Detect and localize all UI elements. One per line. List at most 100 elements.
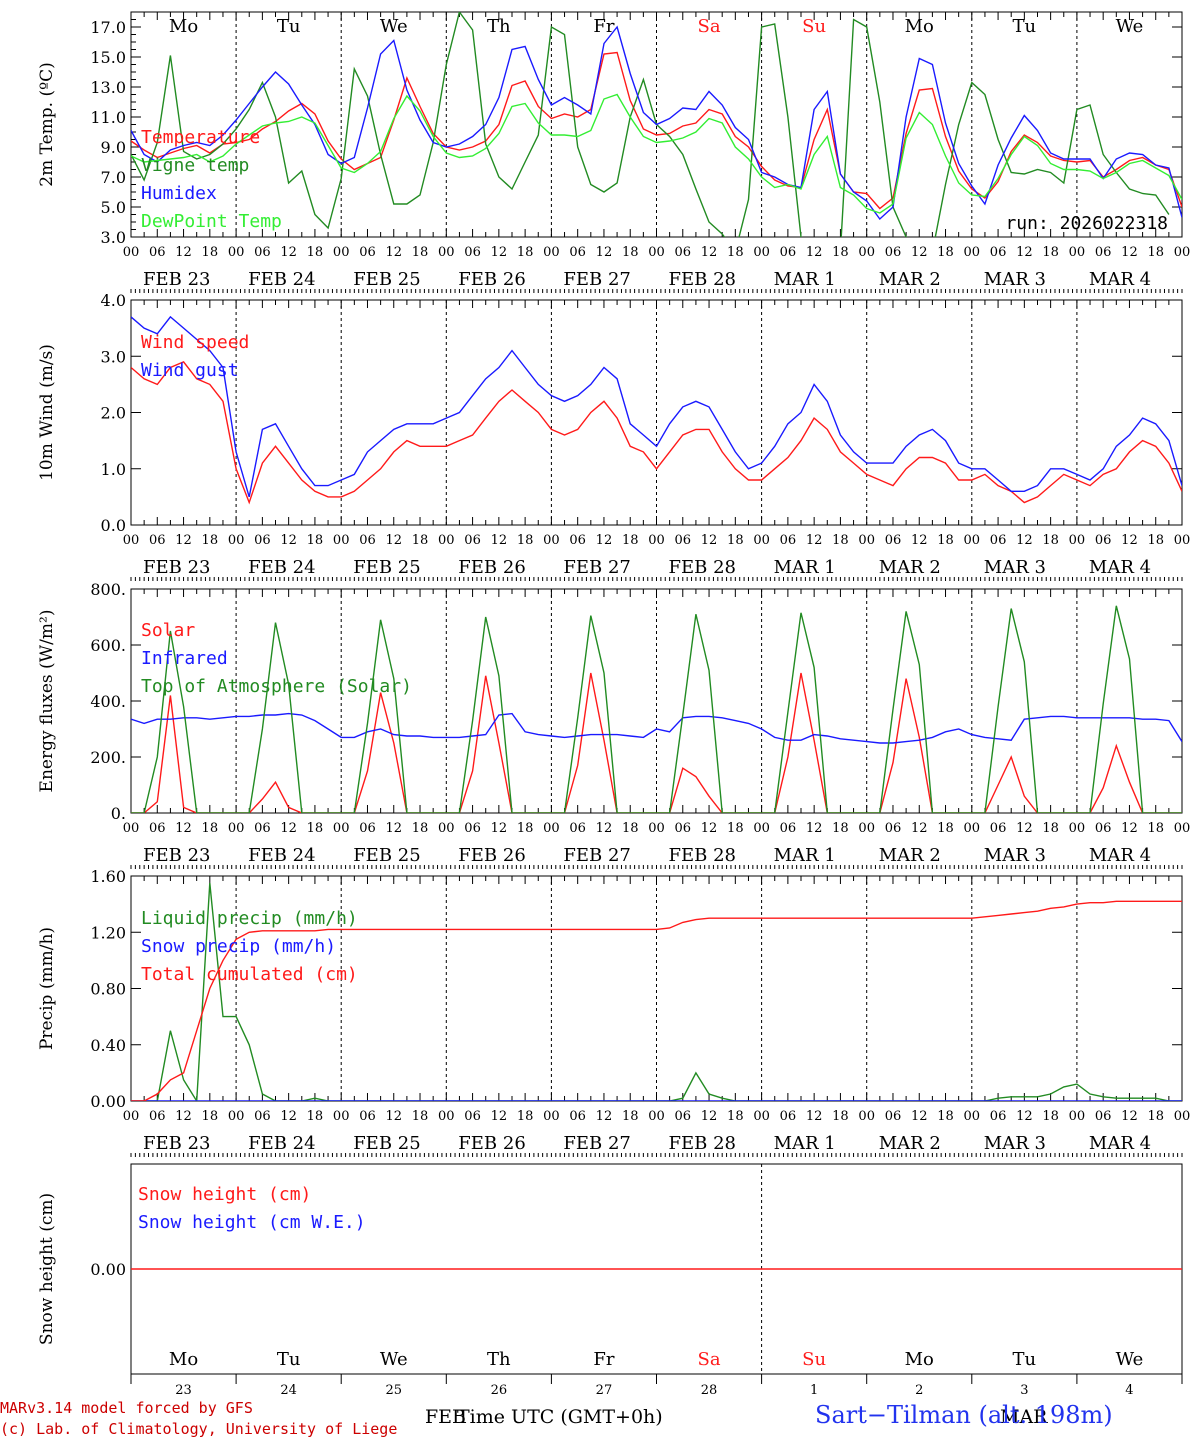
hour-label: 12 (385, 533, 402, 548)
date-label: FEB 23 (143, 557, 210, 578)
date-label: FEB 23 (143, 1133, 210, 1154)
hour-label: 12 (175, 533, 192, 548)
hour-label: 00 (858, 533, 875, 548)
hour-label: 18 (1042, 533, 1059, 548)
y-axis-label: Snow height (cm) (37, 1193, 57, 1345)
y-tick-label: 2.0 (101, 404, 126, 423)
hour-label: 18 (1147, 245, 1164, 260)
legend-entry: Top of Atmosphere (Solar) (141, 676, 412, 697)
date-label: FEB 27 (563, 845, 630, 866)
hour-label: 12 (385, 821, 402, 836)
date-label: FEB 28 (669, 845, 736, 866)
hour-label: 18 (202, 1109, 219, 1124)
day-number: 26 (491, 1383, 508, 1398)
hour-label: 00 (648, 821, 665, 836)
hour-label: 18 (307, 533, 324, 548)
panel-frame (130, 588, 1183, 814)
hour-label: 00 (753, 1109, 770, 1124)
day-number: 2 (915, 1383, 923, 1398)
weekday-label: Mo (169, 1349, 198, 1370)
panel-2: 10m Wind (m/s) (37, 299, 1183, 581)
hour-label: 06 (990, 533, 1007, 548)
hour-label: 12 (701, 245, 718, 260)
hour-label: 12 (1121, 1109, 1138, 1124)
hour-label: 00 (1174, 1109, 1191, 1124)
hour-label: 00 (333, 245, 350, 260)
footer-model: MARv3.14 model forced by GFS (0, 1398, 253, 1417)
day-number: 24 (280, 1383, 297, 1398)
panel-1: 2m Temp. (ºC) (37, 11, 1183, 293)
hour-label: 06 (464, 245, 481, 260)
y-tick-label: 0.00 (90, 1092, 126, 1111)
y-tick-label: 13.0 (90, 78, 126, 97)
x-axis-month2: MAR (1000, 1406, 1047, 1428)
hour-label: 06 (675, 533, 692, 548)
hour-label: 12 (175, 245, 192, 260)
hour-label: 06 (780, 821, 797, 836)
date-label: FEB 28 (669, 557, 736, 578)
y-tick-label: 0.00 (90, 1260, 126, 1279)
hour-label: 06 (1095, 245, 1112, 260)
date-label: MAR 4 (1089, 845, 1151, 866)
series-top-of-atmosphere-solar- (131, 605, 1182, 813)
hour-label: 06 (149, 821, 166, 836)
weekday-label: Sa (698, 16, 721, 37)
hour-label: 18 (727, 533, 744, 548)
hour-label: 18 (622, 533, 639, 548)
hour-label: 00 (228, 1109, 245, 1124)
date-label: FEB 26 (458, 557, 525, 578)
weekday-label: We (1116, 1349, 1144, 1370)
y-tick-label: 200. (90, 748, 126, 767)
hour-label: 12 (280, 533, 297, 548)
hour-label: 00 (438, 533, 455, 548)
weekday-label: Fr (593, 1349, 614, 1370)
hour-label: 18 (1147, 533, 1164, 548)
hour-label: 06 (149, 245, 166, 260)
day-number: 4 (1125, 1383, 1133, 1398)
y-tick-label: 0.0 (101, 516, 126, 535)
hour-label: 00 (1069, 821, 1086, 836)
hour-label: 12 (1016, 533, 1033, 548)
hour-label: 18 (727, 821, 744, 836)
weekday-label: Fr (593, 16, 614, 37)
hour-label: 18 (832, 821, 849, 836)
series-vigne-temp (131, 12, 1170, 237)
hour-label: 06 (254, 245, 271, 260)
y-tick-label: 11.0 (90, 108, 126, 127)
series-humidex (131, 25, 1182, 221)
hour-label: 18 (202, 821, 219, 836)
hour-label: 18 (1147, 821, 1164, 836)
date-label: MAR 4 (1089, 269, 1151, 290)
date-label: MAR 1 (774, 269, 836, 290)
hour-label: 12 (1016, 821, 1033, 836)
hour-label: 12 (385, 1109, 402, 1124)
hour-label: 18 (622, 1109, 639, 1124)
series-wind-speed (131, 361, 1182, 505)
station-name: Sart−Tilman (alt. 198m) (815, 1401, 1113, 1429)
weekday-label: Mo (905, 1349, 934, 1370)
hour-label: 12 (385, 245, 402, 260)
y-tick-label: 1.0 (101, 460, 126, 479)
hour-label: 00 (438, 245, 455, 260)
lab-credit: (c) Lab. of Climatology, University of L… (0, 1420, 398, 1438)
date-label: FEB 26 (458, 1133, 525, 1154)
panel-4: Precip (mm/h) (37, 875, 1183, 1157)
hour-label: 00 (964, 821, 981, 836)
hour-label: 12 (806, 533, 823, 548)
hour-label: 06 (359, 245, 376, 260)
hour-label: 18 (307, 821, 324, 836)
date-label: FEB 24 (248, 557, 315, 578)
hour-label: 00 (333, 1109, 350, 1124)
legend-entry: Total cumulated (cm) (141, 964, 358, 985)
hour-label: 12 (701, 1109, 718, 1124)
hour-label: 00 (228, 245, 245, 260)
hour-label: 06 (359, 821, 376, 836)
date-label: FEB 27 (563, 1133, 630, 1154)
y-tick-label: 400. (90, 692, 126, 711)
hour-label: 06 (569, 821, 586, 836)
hour-label: 18 (1147, 1109, 1164, 1124)
hour-label: 00 (438, 1109, 455, 1124)
hour-label: 06 (885, 821, 902, 836)
date-label: FEB 27 (563, 557, 630, 578)
hour-label: 12 (596, 245, 613, 260)
